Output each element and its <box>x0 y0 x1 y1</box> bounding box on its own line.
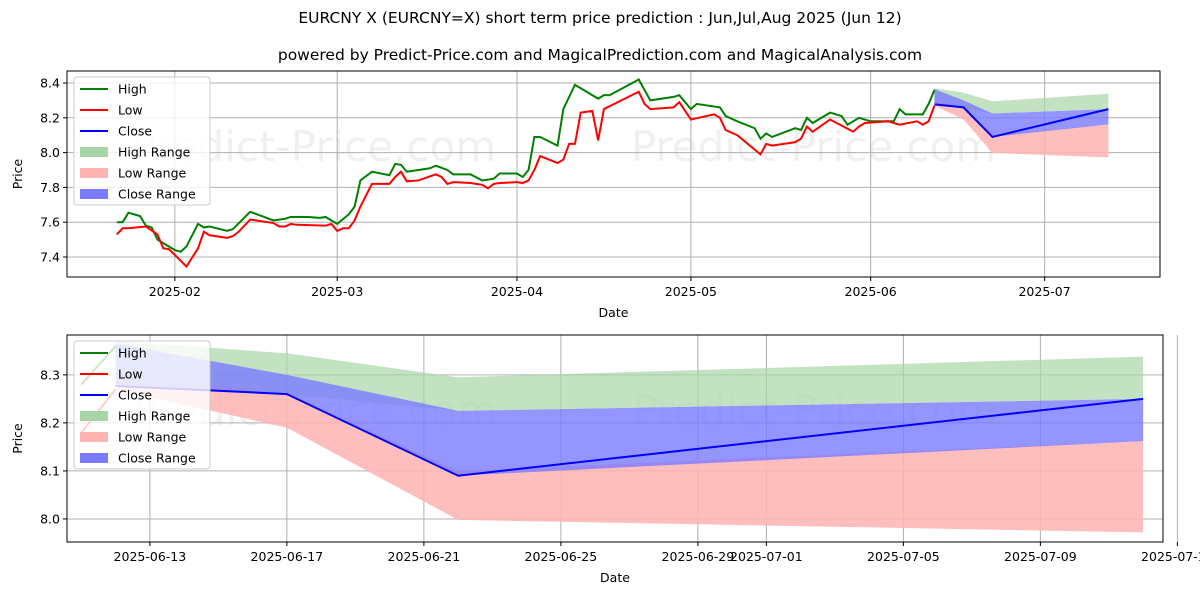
y-tick-label: 8.4 <box>40 76 60 91</box>
x-axis-label: Date <box>600 570 630 585</box>
y-tick-label: 7.6 <box>40 215 60 230</box>
y-tick-label: 8.1 <box>40 463 60 478</box>
chart-title: EURCNY X (EURCNY=X) short term price pre… <box>298 9 902 27</box>
y-tick-label: 8.2 <box>40 415 60 430</box>
y-tick-label: 8.3 <box>40 367 60 382</box>
plot-frame <box>66 334 1164 543</box>
legend-label: High Range <box>118 145 191 160</box>
x-tick-label: 2025-07-05 <box>867 549 940 564</box>
close-line <box>934 103 1109 139</box>
y-tick-label: 8.0 <box>40 511 60 526</box>
y-tick-label: 7.4 <box>40 249 60 264</box>
x-tick-label: 2025-06-17 <box>251 549 324 564</box>
legend-swatch-low_range <box>80 168 108 178</box>
legend-label: Close <box>118 124 152 139</box>
x-axis-label: Date <box>599 305 629 320</box>
legend-label: Close <box>118 388 152 403</box>
low-range-band <box>115 374 1144 533</box>
x-tick-label: 2025-06-29 <box>662 549 735 564</box>
legend-swatch-close_range <box>80 453 108 463</box>
y-axis-label: Price <box>10 423 25 454</box>
x-tick-label: 2025-06-25 <box>525 549 598 564</box>
x-tick-label: 2025-07-01 <box>730 549 803 564</box>
legend-label: High <box>118 82 147 97</box>
x-tick-label: 2025-04 <box>491 284 543 299</box>
x-tick-label: 2025-05 <box>665 284 717 299</box>
high-line <box>116 78 936 253</box>
legend-label: Low <box>118 367 143 382</box>
legend-label: Low Range <box>118 430 187 445</box>
legend-label: Low <box>118 103 143 118</box>
chart-subtitle: powered by Predict-Price.com and Magical… <box>277 46 923 64</box>
legend-label: High Range <box>118 409 191 424</box>
legend-swatch-close_range <box>80 189 108 199</box>
x-tick-label: 2025-06-21 <box>388 549 461 564</box>
legend-label: Low Range <box>118 166 187 181</box>
close-range-band <box>934 89 1109 137</box>
legend-label: High <box>118 346 147 361</box>
legend-label: Close Range <box>118 451 196 466</box>
watermark-text: Predict-Price.com <box>631 122 996 171</box>
legend-swatch-low_range <box>80 432 108 442</box>
y-axis-label: Price <box>10 158 25 189</box>
y-tick-label: 8.0 <box>40 145 60 160</box>
x-tick-label: 2025-07-13 <box>1141 549 1200 564</box>
legend-label: Close Range <box>118 187 196 202</box>
x-tick-label: 2025-07-09 <box>1004 549 1077 564</box>
x-tick-label: 2025-07 <box>1018 284 1070 299</box>
legend-swatch-high_range <box>80 147 108 157</box>
x-tick-label: 2025-06 <box>845 284 897 299</box>
y-tick-label: 7.8 <box>40 180 60 195</box>
x-tick-label: 2025-06-13 <box>114 549 187 564</box>
low-line <box>116 90 936 269</box>
y-tick-label: 8.2 <box>40 110 60 125</box>
low-range-band <box>934 100 1109 158</box>
plot-frame <box>66 70 1161 278</box>
x-tick-label: 2025-02 <box>149 284 201 299</box>
legend-swatch-high_range <box>80 411 108 421</box>
close-range-band <box>115 343 1144 476</box>
x-tick-label: 2025-03 <box>311 284 363 299</box>
